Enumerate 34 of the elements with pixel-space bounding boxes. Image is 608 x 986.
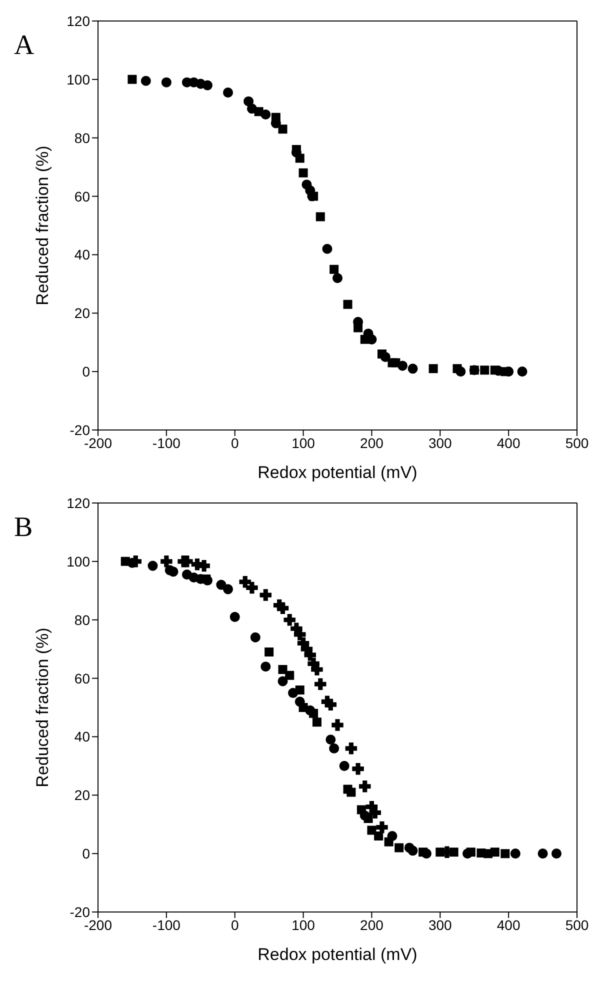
y-tick-label: 120 [66, 494, 90, 511]
y-tick-label: 100 [66, 553, 90, 570]
y-tick-label: 0 [82, 846, 90, 862]
x-tick-label: 200 [360, 916, 384, 933]
y-tick-label: 0 [82, 364, 90, 380]
x-tick-label: 300 [428, 434, 452, 451]
x-tick-label: 200 [360, 434, 384, 451]
x-tick-label: 400 [496, 434, 520, 451]
x-tick-label: -100 [152, 916, 181, 933]
chart-title: A [14, 30, 34, 62]
x-tick-label: 0 [230, 434, 239, 451]
y-tick-label: 40 [74, 246, 90, 263]
y-tick-label: 120 [66, 12, 90, 29]
y-tick-label: 40 [74, 728, 90, 745]
y-tick-label: 80 [74, 612, 90, 628]
y-axis-title: Reduced fraction (%) [33, 628, 52, 788]
y-axis-title: Reduced fraction (%) [33, 146, 52, 306]
y-tick-label: 20 [74, 305, 90, 322]
x-tick-label: -100 [152, 434, 181, 451]
x-tick-label: 300 [428, 916, 452, 933]
x-tick-label: 500 [565, 916, 589, 933]
y-tick-label: 80 [74, 130, 90, 146]
x-axis-title: Redox potential (mV) [258, 945, 418, 964]
x-tick-label: 100 [292, 434, 316, 451]
x-tick-label: 400 [496, 916, 520, 933]
y-tick-label: 100 [66, 71, 90, 88]
chart-title: B [14, 512, 33, 544]
y-tick-label: 60 [74, 670, 90, 686]
y-tick-label: 20 [74, 787, 90, 804]
y-tick-label: 60 [74, 188, 90, 204]
x-tick-label: 500 [565, 434, 589, 451]
x-axis-title: Redox potential (mV) [258, 463, 418, 482]
x-tick-label: 100 [292, 916, 316, 933]
x-tick-label: 0 [230, 916, 239, 933]
